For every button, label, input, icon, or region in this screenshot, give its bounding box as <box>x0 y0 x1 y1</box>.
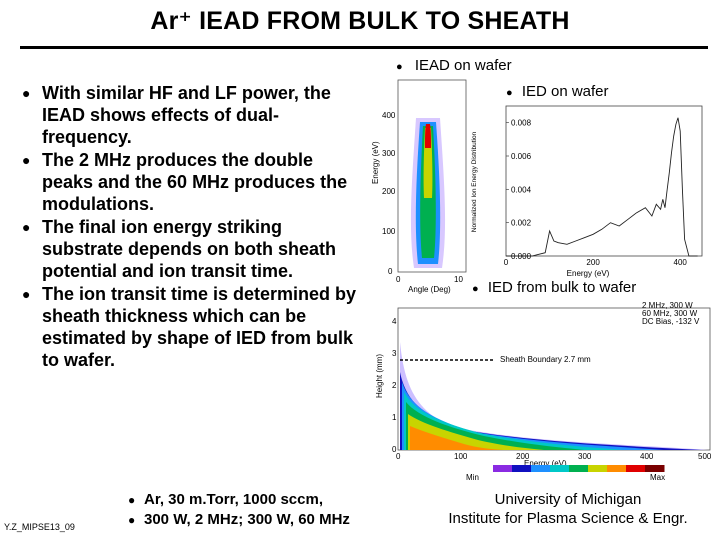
colorbar-min-label: Min <box>466 473 479 482</box>
colorbar-swatch <box>493 465 513 472</box>
iead-contour <box>410 118 446 268</box>
bulk-legend-entry: DC Bias, -132 V <box>642 317 700 326</box>
ied-xtick-label: 0 <box>504 258 509 267</box>
bullet-dot-icon: ● <box>22 286 31 302</box>
colorbar-swatch <box>474 465 494 472</box>
bullet-item: ● With similar HF and LF power, the IEAD … <box>22 83 331 147</box>
iead-ytick: 400 <box>382 111 396 120</box>
ied-xtick-label: 200 <box>586 258 600 267</box>
footer-slide-id: Y.Z_MIPSE13_09 <box>4 522 75 532</box>
conditions-list: ● Ar, 30 m.Torr, 1000 sccm, ● 300 W, 2 MHz… <box>128 490 350 530</box>
bulk-contour <box>400 342 708 450</box>
ied-ytick-label: 0.008 <box>511 119 532 128</box>
bullet-dot-icon: ● <box>506 87 522 99</box>
bulk-ytick: 4 <box>392 317 397 326</box>
ied-ytick-label: 0.002 <box>511 219 532 228</box>
conditions-item: ● Ar, 30 m.Torr, 1000 sccm, <box>128 491 323 508</box>
bullet-dot-icon: ● <box>396 61 415 73</box>
bulk-xtick: 0 <box>396 452 401 461</box>
colorbar-swatch <box>607 465 627 472</box>
bulk-ytick: 0 <box>392 445 397 454</box>
bullet-dot-icon: ● <box>472 283 488 295</box>
colorbar-swatch <box>626 465 646 472</box>
bulk-xtick: 100 <box>454 452 468 461</box>
ied-chart-frame <box>505 105 703 257</box>
colorbar-max-label: Max <box>650 473 665 482</box>
bullet-dot-icon: ● <box>128 513 136 527</box>
bulk-ytick: 2 <box>392 381 397 390</box>
bullet-item: ● The final ion energy striking substrate… <box>22 217 337 281</box>
colorbar <box>474 465 665 472</box>
iead-frame <box>397 79 467 273</box>
iead-xtick: 10 <box>454 275 463 284</box>
caption-iead: ● IEAD on wafer <box>396 57 512 74</box>
university-credit: University of Michigan Institute for Pla… <box>418 490 718 528</box>
bullet-dot-icon: ● <box>128 493 136 507</box>
bulk-xtick: 500 <box>698 452 712 461</box>
title-rule <box>20 46 708 49</box>
colorbar-swatch <box>512 465 532 472</box>
iead-figure: Energy (eV) 0 100 200 300 400 0 10 Angle… <box>371 79 467 294</box>
institute-name: Institute for Plasma Science & Engr. <box>448 510 688 527</box>
bullet-dot-icon: ● <box>22 85 31 101</box>
bulk-legend-entry: 2 MHz, 300 W <box>642 302 693 310</box>
bulk-legend-entry: 60 MHz, 300 W <box>642 309 698 318</box>
bulk-ytick: 1 <box>392 413 397 422</box>
ied-ytick-label: 0.004 <box>511 185 532 194</box>
colorbar-swatch <box>531 465 551 472</box>
caption-ied: ● IED on wafer <box>506 83 609 100</box>
colorbar-swatch <box>569 465 589 472</box>
iead-contour-max <box>425 124 431 148</box>
iead-xtick: 0 <box>396 275 401 284</box>
bulk-xlabel: Energy (eV) <box>524 459 567 468</box>
bullet-item: ● The ion transit time is determined by s… <box>22 284 357 370</box>
bullet-dot-icon: ● <box>22 219 31 235</box>
ied-ytick-label: 0.000 <box>511 252 532 261</box>
bulk-xtick: 200 <box>516 452 530 461</box>
iead-xlabel: Angle (Deg) <box>408 285 451 294</box>
colorbar-swatch <box>645 465 665 472</box>
bulk-ytick: 3 <box>392 349 397 358</box>
iead-ytick: 200 <box>382 187 396 196</box>
bullet-list: ● With similar HF and LF power, the IEAD … <box>22 82 362 372</box>
bulk-ylabel: Height (mm) <box>375 354 384 398</box>
ied-xtick-label: 400 <box>674 258 688 267</box>
iead-ytick: 300 <box>382 149 396 158</box>
colorbar-swatch <box>588 465 608 472</box>
ied-ytick-label: 0.006 <box>511 152 532 161</box>
caption-bulk: ● IED from bulk to wafer <box>472 279 637 296</box>
bulk-figure: Sheath Boundary 2.7 mm 2 MHz, 300 W 60 M… <box>375 302 712 482</box>
bulk-xtick: 400 <box>640 452 654 461</box>
ied-series-line <box>506 117 698 257</box>
iead-ytick: 0 <box>388 267 393 276</box>
bullet-dot-icon: ● <box>22 152 31 168</box>
iead-ylabel: Energy (eV) <box>371 141 380 184</box>
sheath-boundary-label: Sheath Boundary 2.7 mm <box>500 355 591 364</box>
bulk-contour-layer <box>410 426 504 450</box>
university-name: University of Michigan <box>494 491 642 508</box>
iead-ytick: 100 <box>382 227 396 236</box>
conditions-item: ● 300 W, 2 MHz; 300 W, 60 MHz <box>128 511 350 528</box>
ied-ylabel: Normalized Ion Energy Distribution <box>471 131 478 232</box>
colorbar-swatch <box>550 465 570 472</box>
ied-xlabel: Energy (eV) <box>567 269 610 278</box>
bullet-item: ● The 2 MHz produces the double peaks and… <box>22 150 348 214</box>
page-title: Ar⁺ IEAD FROM BULK TO SHEATH <box>150 7 570 35</box>
bulk-xtick: 300 <box>578 452 592 461</box>
ied-chart: 0.000 0.002 0.004 0.006 0.008 0 200 400 Energy… <box>471 105 703 278</box>
